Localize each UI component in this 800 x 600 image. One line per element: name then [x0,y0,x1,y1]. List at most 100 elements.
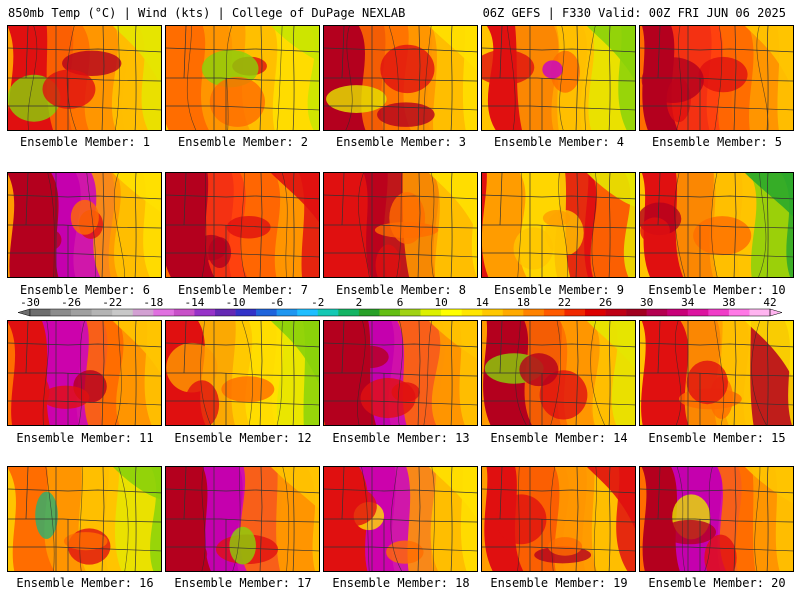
colorbar-swatch [749,309,771,316]
ensemble-member-19-label: Ensemble Member: 19 [490,576,628,590]
ensemble-member-5-label: Ensemble Member: 5 [651,135,783,149]
colorbar-swatch [358,309,380,316]
ensemble-member-4-map [481,25,636,131]
ensemble-member-11-label: Ensemble Member: 11 [16,431,154,445]
colorbar-swatch [708,309,730,316]
ensemble-member-14-label: Ensemble Member: 14 [490,431,628,445]
ensemble-member-14-map [481,320,636,426]
ensemble-member-13-map [323,320,478,426]
colorbar-swatch [153,309,175,316]
colorbar-swatch [91,309,113,316]
ensemble-member-6-map [7,172,162,278]
colorbar-tick-label: -14 [184,296,205,309]
ensemble-member-9-label: Ensemble Member: 9 [493,283,625,297]
colorbar-tick-label: 6 [396,296,404,309]
colorbar-swatch [420,309,442,316]
colorbar-tick-label: 34 [681,296,695,309]
colorbar-tick-label: 38 [722,296,736,309]
colorbar-swatch [276,309,298,316]
colorbar-swatch [564,309,586,316]
colorbar-swatch [461,309,483,316]
ensemble-member-5-map [639,25,794,131]
colorbar-swatch [605,309,627,316]
colorbar-min-arrow [17,308,31,317]
colorbar-max-arrow [769,308,783,317]
colorbar-swatch [379,309,401,316]
colorbar-swatch [50,309,72,316]
colorbar-swatch [400,309,421,316]
ensemble-member-8-label: Ensemble Member: 8 [335,283,467,297]
ensemble-member-19-map [481,466,636,572]
colorbar-swatch [173,309,195,316]
ensemble-member-3-map [323,25,478,131]
ensemble-member-13-label: Ensemble Member: 13 [332,431,470,445]
colorbar-swatch [441,309,462,316]
ensemble-member-17-map [165,466,320,572]
colorbar-tick-label: -10 [225,296,246,309]
ensemble-member-15-map [639,320,794,426]
colorbar-swatch [482,309,504,316]
ensemble-member-3-label: Ensemble Member: 3 [335,135,467,149]
ensemble-member-16-map [7,466,162,572]
ensemble-member-6-label: Ensemble Member: 6 [19,283,151,297]
colorbar-swatch [543,309,565,316]
ensemble-member-12-label: Ensemble Member: 12 [174,431,312,445]
ensemble-member-18-label: Ensemble Member: 18 [332,576,470,590]
ensemble-member-9-map [481,172,636,278]
ensemble-member-1-map [7,25,162,131]
colorbar-swatch [338,309,360,316]
colorbar-swatch [317,309,339,316]
colorbar-tick-label: 10 [434,296,448,309]
colorbar-tick-label: -2 [311,296,325,309]
colorbar-tick-label: 30 [640,296,654,309]
model-valid-time: 06Z GEFS | F330 Valid: 00Z FRI JUN 06 20… [482,6,786,20]
colorbar-swatch [297,309,319,316]
colorbar-swatch [626,309,647,316]
colorbar-tick-label: 14 [475,296,489,309]
colorbar-swatch [585,309,606,316]
ensemble-member-15-label: Ensemble Member: 15 [648,431,786,445]
colorbar-swatch [502,309,524,316]
ensemble-member-11-map [7,320,162,426]
colorbar-tick-label: -22 [102,296,123,309]
ensemble-member-1-label: Ensemble Member: 1 [19,135,151,149]
colorbar-tick-label: -18 [143,296,164,309]
colorbar-tick-label: -30 [20,296,40,309]
colorbar-swatch [132,309,154,316]
colorbar-tick-label: -6 [270,296,284,309]
colorbar-tick-label: 22 [557,296,572,309]
ensemble-member-16-label: Ensemble Member: 16 [16,576,154,590]
colorbar-swatch [667,309,689,316]
ensemble-member-10-map [639,172,794,278]
colorbar-tick-label: 2 [355,296,363,309]
ensemble-member-7-map [165,172,320,278]
colorbar-tick-label: 18 [516,296,530,309]
colorbar-swatch [646,309,668,316]
colorbar-swatch [30,309,51,316]
colorbar-swatch [256,309,277,316]
colorbar-tick-label: 42 [763,296,777,309]
ensemble-member-17-label: Ensemble Member: 17 [174,576,312,590]
colorbar-swatch [235,309,257,316]
temperature-colorbar [17,308,783,317]
colorbar-swatch [523,309,545,316]
ensemble-member-8-map [323,172,478,278]
ensemble-member-20-label: Ensemble Member: 20 [648,576,786,590]
ensemble-member-7-label: Ensemble Member: 7 [177,283,309,297]
ensemble-member-12-map [165,320,320,426]
ensemble-member-20-map [639,466,794,572]
ensemble-member-4-label: Ensemble Member: 4 [493,135,625,149]
colorbar-swatch [215,309,236,316]
colorbar-tick-label: 26 [598,296,613,309]
colorbar-swatch [194,309,216,316]
ensemble-member-10-label: Ensemble Member: 10 [648,283,786,297]
colorbar-swatch [728,309,750,316]
colorbar-swatch [112,309,134,316]
colorbar-tick-label: -26 [61,296,82,309]
colorbar-swatch [71,309,92,316]
colorbar-swatch [687,309,709,316]
ensemble-member-2-label: Ensemble Member: 2 [177,135,309,149]
ensemble-member-18-map [323,466,478,572]
chart-title: 850mb Temp (°C) | Wind (kts) | College o… [8,6,406,20]
ensemble-member-2-map [165,25,320,131]
